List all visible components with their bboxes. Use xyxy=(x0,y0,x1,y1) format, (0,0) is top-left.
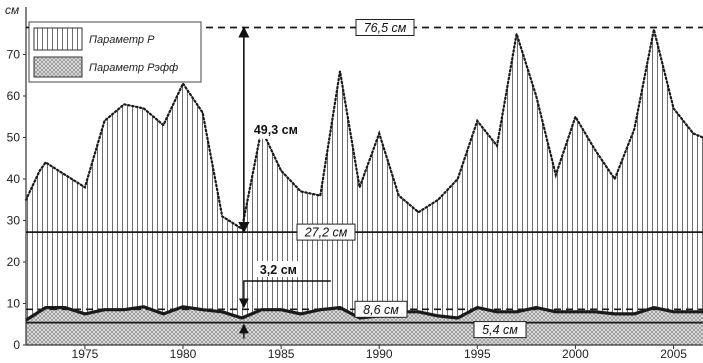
y-tick-label-4: 40 xyxy=(7,172,21,186)
y-tick-label-6: 60 xyxy=(7,89,21,103)
series-p-point-17 xyxy=(339,70,341,72)
series-peff-point-23 xyxy=(476,307,478,309)
series-p-area xyxy=(26,29,703,345)
series-p-point-16 xyxy=(319,195,321,197)
reference-label-box-2 xyxy=(354,300,408,318)
series-p-point-4 xyxy=(84,186,86,188)
series-p-point-25 xyxy=(496,145,498,147)
series-p-point-10 xyxy=(202,112,204,114)
legend-label-peff: Параметр Рэфф xyxy=(89,62,178,74)
series-p-point-29 xyxy=(574,116,577,118)
series-p-point-28 xyxy=(555,174,557,176)
series-p-point-6 xyxy=(123,103,125,105)
x-tick-label-6: 2005 xyxy=(660,347,687,361)
legend-swatch-p xyxy=(33,27,83,51)
series-peff-point-16 xyxy=(339,307,341,309)
reference-label-3: 5,4 см xyxy=(482,323,518,337)
dimension-label-large-bg xyxy=(249,118,308,139)
series-p-point-5 xyxy=(103,120,106,122)
series-p-point-19 xyxy=(378,132,380,134)
series-peff-point-22 xyxy=(457,317,459,319)
series-p-point-32 xyxy=(633,128,635,130)
series-peff-point-27 xyxy=(555,311,557,313)
series-peff-point-29 xyxy=(594,311,596,313)
x-tick-label-4: 1995 xyxy=(464,347,491,361)
dimension-label-large: 49,3 см xyxy=(254,123,298,137)
x-tick-label-0: 1975 xyxy=(72,347,99,361)
series-p-point-8 xyxy=(162,124,164,126)
series-peff-point-7 xyxy=(162,313,164,315)
series-peff-point-25 xyxy=(516,311,518,313)
series-p-point-34 xyxy=(673,107,675,109)
y-tick-label-1: 10 xyxy=(7,297,21,311)
series-p-point-15 xyxy=(300,190,302,192)
series-p-point-27 xyxy=(535,95,537,97)
series-peff-point-26 xyxy=(535,307,537,309)
x-tick-label-3: 1990 xyxy=(366,347,393,361)
reference-label-box-0 xyxy=(355,19,415,36)
y-tick-label-0: 0 xyxy=(13,338,20,352)
series-p-point-1 xyxy=(39,170,41,172)
series-peff-point-33 xyxy=(673,311,675,313)
dimension-label-small-bg xyxy=(255,261,302,277)
series-peff-point-31 xyxy=(633,313,635,315)
series-p-point-12 xyxy=(241,228,243,230)
series-p-point-3 xyxy=(64,174,66,176)
series-p-point-23 xyxy=(457,178,459,180)
series-peff-point-8 xyxy=(182,306,184,308)
x-tick-label-5: 2000 xyxy=(562,347,589,361)
dimension-label-small: 3,2 см xyxy=(260,263,297,277)
legend-label-p: Параметр P xyxy=(89,34,155,46)
series-peff-point-3 xyxy=(84,313,86,315)
series-peff-point-34 xyxy=(692,311,694,313)
series-p-point-7 xyxy=(143,107,145,109)
series-peff-point-11 xyxy=(241,317,243,319)
series-peff-point-14 xyxy=(300,313,302,315)
series-p-point-22 xyxy=(437,199,439,201)
series-p-point-9 xyxy=(182,83,184,85)
reference-label-box-1 xyxy=(296,223,356,241)
series-p-point-30 xyxy=(594,149,596,151)
y-tick-label-2: 20 xyxy=(7,255,21,269)
series-p-point-11 xyxy=(221,215,223,217)
series-peff-point-21 xyxy=(437,315,439,317)
series-peff-point-10 xyxy=(221,311,223,313)
series-peff-area xyxy=(26,306,703,345)
series-peff-point-1 xyxy=(45,307,47,309)
series-peff-point-2 xyxy=(64,307,66,309)
series-p-point-14 xyxy=(280,170,282,172)
reference-label-2: 8,6 см xyxy=(363,303,399,317)
series-p-point-24 xyxy=(476,120,478,122)
series-peff-point-6 xyxy=(143,306,145,308)
series-p-point-2 xyxy=(45,161,47,163)
series-peff-point-28 xyxy=(574,311,577,313)
dimension-arrow-small-top xyxy=(238,280,331,309)
y-tick-label-7: 70 xyxy=(7,48,21,62)
series-peff-point-20 xyxy=(417,311,420,313)
series-peff-point-24 xyxy=(496,311,498,313)
series-peff-point-12 xyxy=(260,309,263,311)
series-peff-point-32 xyxy=(653,307,655,309)
series-p-point-31 xyxy=(614,178,616,180)
reference-label-0: 76,5 см xyxy=(364,21,407,35)
x-tick-label-2: 1985 xyxy=(268,347,295,361)
reference-label-box-3 xyxy=(473,321,527,339)
reference-label-1: 27,2 см xyxy=(304,226,348,240)
series-p-point-20 xyxy=(398,195,400,197)
y-axis-unit-label: см xyxy=(5,3,19,17)
x-tick-label-1: 1980 xyxy=(170,347,197,361)
series-p-point-35 xyxy=(692,132,694,134)
legend-swatch-peff xyxy=(33,56,83,78)
series-peff-point-30 xyxy=(614,313,616,315)
series-peff-point-9 xyxy=(202,309,204,311)
y-tick-label-5: 50 xyxy=(7,131,21,145)
y-tick-label-3: 30 xyxy=(7,214,21,228)
series-p-point-33 xyxy=(653,29,655,31)
series-p-point-21 xyxy=(417,211,420,213)
series-p-point-26 xyxy=(516,33,518,35)
series-p-point-18 xyxy=(359,186,361,188)
